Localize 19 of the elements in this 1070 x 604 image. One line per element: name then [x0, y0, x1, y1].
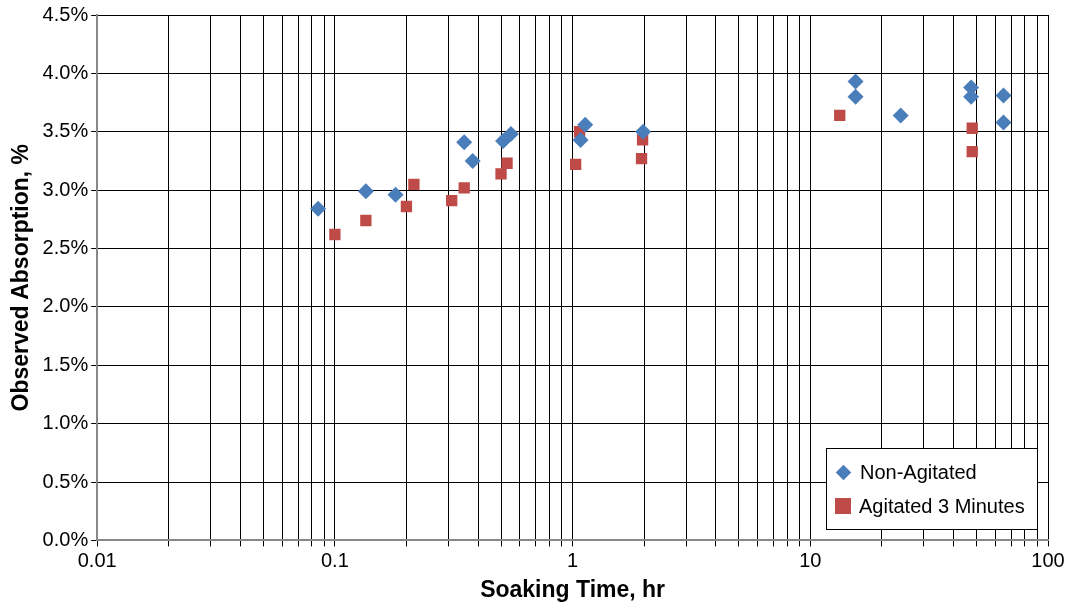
y-tick-label: 4.5%	[42, 2, 89, 25]
x-tick-label: 0.01	[77, 548, 117, 571]
y-tick-label: 4.0%	[42, 60, 89, 83]
y-axis-title: Observed Absorption, %	[7, 143, 34, 412]
y-tick-label: 2.5%	[42, 236, 89, 259]
y-tick-label: 3.5%	[42, 119, 89, 142]
legend-label: Agitated 3 Minutes	[859, 494, 1025, 518]
y-tick-label: 2.0%	[42, 294, 89, 317]
legend-label: Non-Agitated	[860, 460, 977, 484]
x-axis-title: Soaking Time, hr	[480, 575, 666, 602]
x-tick-label: 0.1	[320, 548, 349, 571]
x-tick-label: 100	[1031, 548, 1065, 571]
y-tick-label: 3.0%	[42, 177, 89, 200]
y-tick-label: 1.0%	[42, 411, 89, 434]
y-tick-label: 0.0%	[42, 527, 89, 550]
y-tick-label: 1.5%	[42, 352, 89, 375]
x-tick-label: 1	[567, 548, 579, 571]
y-tick-label: 0.5%	[42, 469, 89, 492]
x-tick-label: 10	[799, 548, 822, 571]
